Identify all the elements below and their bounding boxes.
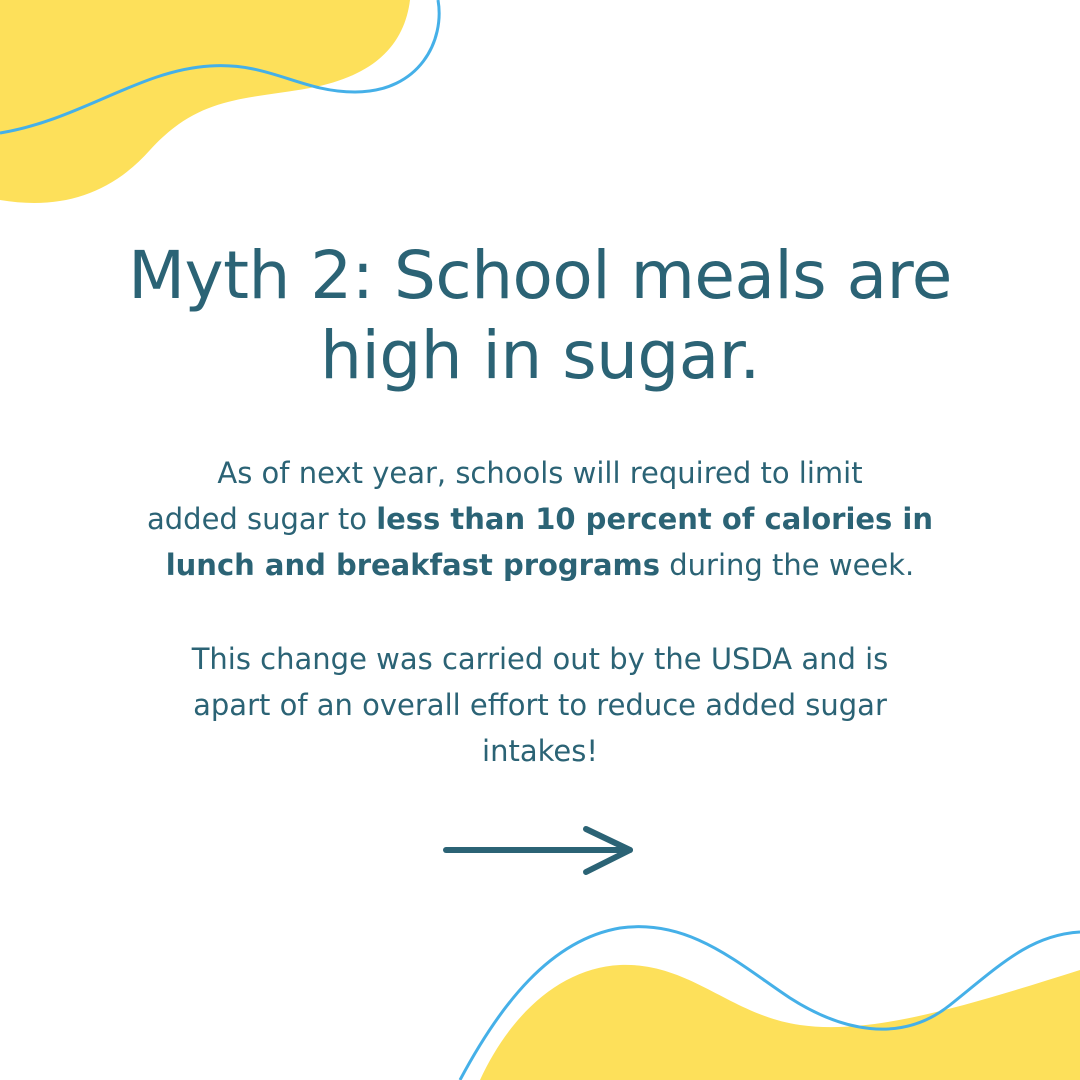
headline-line-1: Myth 2: School meals are [128, 237, 952, 314]
blue-wave-line-top-left [0, 0, 441, 135]
arrow-right-icon[interactable] [440, 822, 640, 882]
sugar-limit-paragraph: As of next year, schools will required t… [90, 450, 990, 588]
para1-line-2-bold: less than 10 percent of calories in [376, 502, 933, 536]
bottom-right-wave-decoration [458, 925, 1080, 1080]
yellow-blob-top-left [0, 0, 410, 203]
para2-line-3: intakes! [482, 734, 598, 768]
top-left-wave-decoration [0, 0, 441, 203]
para1-line-3-tail: during the week. [660, 548, 915, 582]
usda-effort-paragraph: This change was carried out by the USDA … [90, 636, 990, 774]
para1-line-1: As of next year, schools will required t… [217, 456, 863, 490]
blue-wave-line-bottom-right [458, 925, 1080, 1080]
slide-headline: Myth 2: School meals are high in sugar. [40, 236, 1040, 396]
para2-line-1: This change was carried out by the USDA … [191, 642, 889, 676]
para2-line-2: apart of an overall effort to reduce add… [193, 688, 887, 722]
para1-line-3-bold: lunch and breakfast programs [165, 548, 661, 582]
para1-line-2-lead: added sugar to [146, 502, 377, 536]
headline-line-2: high in sugar. [320, 317, 760, 394]
yellow-blob-bottom-right [480, 964, 1080, 1080]
